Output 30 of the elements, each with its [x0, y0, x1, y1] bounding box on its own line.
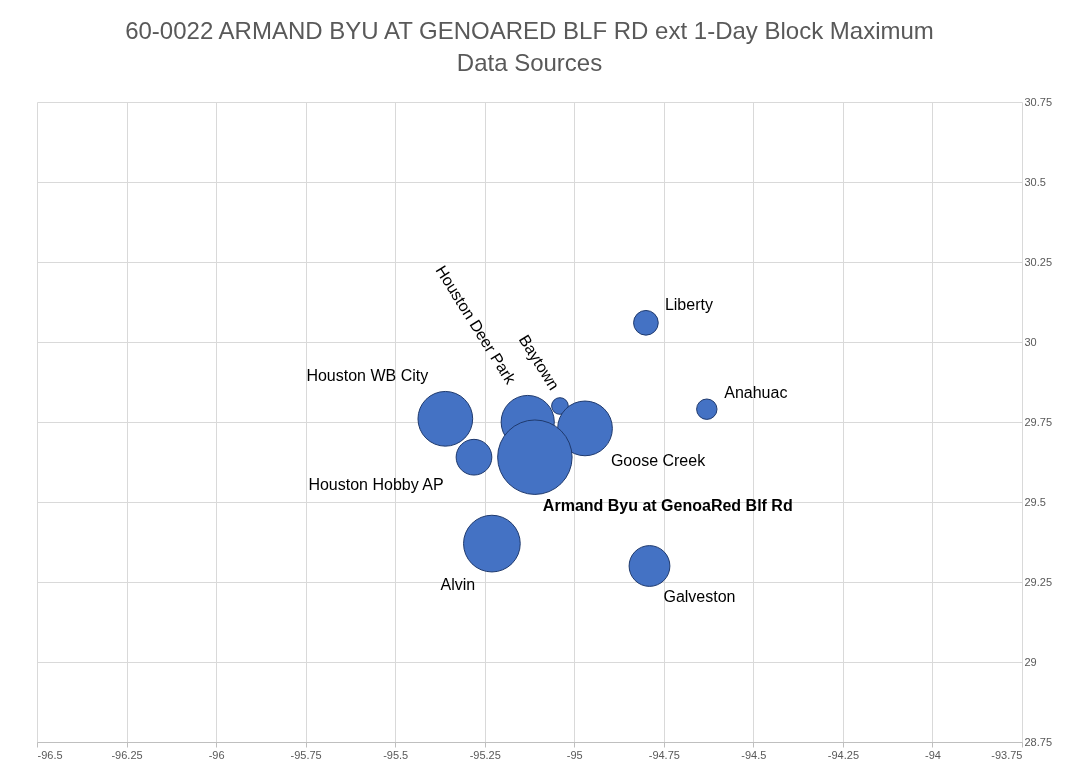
x-tick-label: -96.5	[37, 748, 63, 761]
annotation: Anahuac	[724, 384, 788, 402]
y-tick-label: 30.5	[1024, 175, 1046, 188]
annotation: Goose Creek	[610, 452, 707, 470]
x-tick-label: -95.75	[290, 748, 322, 761]
annotation: Armand Byu at GenoaRed Blf Rd	[542, 497, 793, 515]
y-tick-label: 28.75	[1024, 735, 1053, 748]
y-tick-label: 29.5	[1024, 495, 1046, 508]
y-tick-label: 29.25	[1024, 575, 1053, 588]
annotation: Galveston	[663, 588, 736, 605]
x-tick-label: -95.5	[383, 748, 409, 761]
y-tick-label: 30.75	[1024, 95, 1053, 108]
x-tick-label: -95.25	[469, 748, 501, 761]
chart-title: 60-0022 ARMAND BYU AT GENOARED BLF RD ext 1-Day Block Maximum Data Sources	[125, 17, 934, 76]
y-tick-label: 30.25	[1024, 255, 1053, 268]
x-tick-label: -94	[925, 748, 941, 761]
x-tick-label: -94.75	[648, 748, 680, 761]
x-tick-label: -96	[208, 748, 225, 761]
x-tick-label: -94.5	[741, 748, 767, 761]
annotation: Houston Hobby AP	[308, 476, 444, 494]
annotation: Houston WB City	[306, 366, 429, 384]
annotation: Liberty	[664, 295, 713, 313]
x-tick-label: -95	[566, 748, 583, 761]
y-tick-label: 30	[1024, 335, 1037, 348]
x-tick-label: -93.75	[991, 748, 1023, 761]
annotation: Alvin	[440, 575, 476, 593]
x-tick-label: -94.25	[827, 748, 860, 761]
y-tick-label: 29.75	[1024, 415, 1053, 428]
y-tick-label: 29	[1024, 655, 1037, 668]
x-tick-label: -96.25	[111, 748, 143, 761]
